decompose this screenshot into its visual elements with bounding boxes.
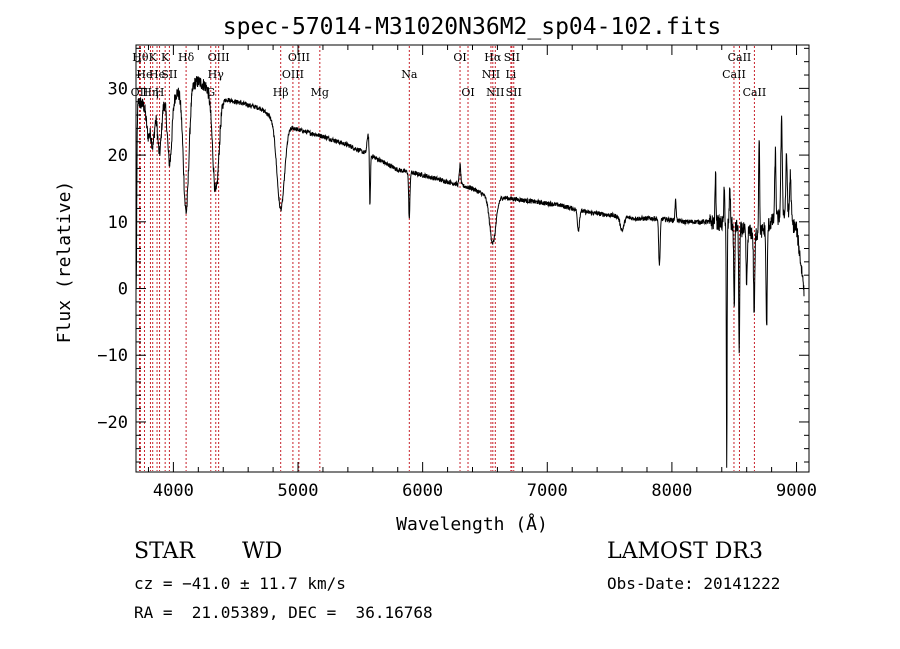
x-tick-label: 9000	[776, 481, 817, 501]
line-label: SII	[504, 51, 520, 64]
line-label: Mg	[311, 86, 329, 99]
line-label: CaII	[722, 68, 746, 81]
line-label: NII	[482, 68, 500, 81]
survey-name: LAMOST DR3	[607, 539, 763, 564]
x-tick-label: 6000	[402, 481, 443, 501]
y-tick-label: 30	[108, 79, 128, 99]
line-label: OI	[461, 86, 474, 99]
spectrum-line	[135, 76, 805, 468]
line-label: Hγ	[208, 68, 225, 81]
object-subclass: WD	[242, 539, 283, 564]
line-label: CaII	[728, 51, 752, 64]
line-label: Hα	[484, 51, 502, 64]
line-label: He	[149, 68, 165, 81]
line-label: OIII	[288, 51, 310, 64]
x-tick-label: 8000	[651, 481, 692, 501]
line-label: Hδ	[178, 51, 195, 64]
x-axis: 4000 5000 6000 7000 8000 9000	[147, 45, 817, 501]
line-label: Li	[505, 68, 516, 81]
emission-line-labels: OIIHθHeHηKHeHKSIIHδGHγOIIIHβOIIIOIIIMgNa…	[131, 51, 767, 99]
obs-date: Obs-Date: 20141222	[607, 574, 781, 593]
line-label: K	[161, 51, 170, 64]
line-label: Hβ	[273, 86, 289, 99]
line-label: He	[136, 68, 152, 81]
plot-frame	[135, 44, 810, 473]
line-label: OIII	[282, 68, 304, 81]
y-tick-label: −20	[97, 413, 128, 433]
line-label: OII	[131, 86, 149, 99]
chart-title: spec-57014-M31020N36M2_sp04-102.fits	[223, 14, 722, 40]
line-label: H	[155, 86, 165, 99]
y-tick-label: −10	[97, 346, 128, 366]
x-tick-label: 4000	[153, 481, 194, 501]
y-axis: −20 −10 0 10 20 30	[97, 47, 809, 463]
x-axis-label: Wavelength (Å)	[396, 513, 548, 535]
line-label: OIII	[208, 51, 230, 64]
coordinates-readout: RA = 21.05389, DEC = 36.16768	[134, 603, 433, 622]
redshift-readout: cz = −41.0 ± 11.7 km/s	[134, 574, 346, 593]
y-tick-label: 20	[108, 146, 128, 166]
x-tick-label: 7000	[527, 481, 568, 501]
object-class: STAR	[134, 539, 195, 564]
y-tick-label: 0	[118, 280, 128, 300]
y-axis-label: Flux (relative)	[54, 181, 75, 344]
line-label: Hη	[142, 86, 158, 99]
line-label: K	[149, 51, 158, 64]
line-label: OI	[453, 51, 466, 64]
x-tick-label: 5000	[278, 481, 319, 501]
line-label: CaII	[743, 86, 767, 99]
line-label: Na	[401, 68, 418, 81]
line-label: SII	[161, 68, 177, 81]
line-label: NII	[486, 86, 504, 99]
line-label: G	[206, 86, 215, 99]
y-tick-label: 10	[108, 213, 128, 233]
line-label: SII	[506, 86, 522, 99]
emission-line-markers	[138, 46, 755, 471]
